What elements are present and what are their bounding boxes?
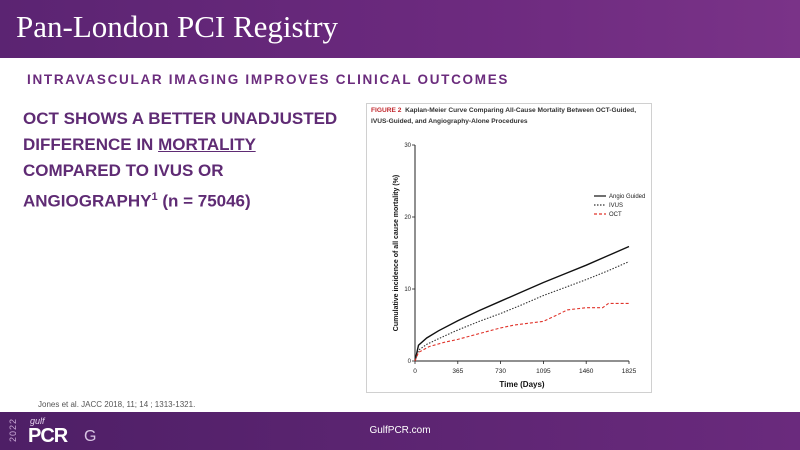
x-tick-label: 0 xyxy=(413,368,417,375)
title-banner: Pan-London PCI Registry xyxy=(0,0,800,58)
series-line-ivus xyxy=(414,261,630,362)
claim-footnote-ref: 1 xyxy=(151,191,158,203)
series-line-oct xyxy=(414,302,629,362)
logo-pcr: PCR xyxy=(28,425,68,447)
x-tick-label: 365 xyxy=(452,368,463,375)
legend-label-ivus: IVUS xyxy=(609,203,623,209)
y-tick-label: 10 xyxy=(404,287,411,293)
figure-caption: FIGURE 2 Kaplan-Meier Curve Comparing Al… xyxy=(371,105,647,127)
logo-gulf: gulf xyxy=(30,416,45,426)
series-line-angio-guided xyxy=(414,245,630,362)
claim-part-3: (n = 75046) xyxy=(157,191,251,211)
figure-frame xyxy=(366,103,652,393)
figure-label: FIGURE 2 xyxy=(371,107,402,114)
gulfpcr-logo: 2022 gulf PCR G xyxy=(8,416,118,448)
legend-label-oct: OCT xyxy=(609,212,622,218)
slide-title: Pan-London PCI Registry xyxy=(16,9,339,44)
legend-label-angio-guided: Angio Guided xyxy=(609,194,645,200)
citation: Jones et al. JACC 2018, 11; 14 ; 1313-13… xyxy=(38,400,196,409)
footer-bar: 2022 gulf PCR G GulfPCR.com xyxy=(0,412,800,450)
y-axis-label: Cumulative incidence of all cause mortal… xyxy=(393,175,400,331)
x-tick-label: 1095 xyxy=(536,368,551,375)
x-axis-label: Time (Days) xyxy=(499,380,545,389)
x-tick-label: 730 xyxy=(495,368,506,375)
y-tick-label: 0 xyxy=(408,359,412,365)
x-tick-label: 1825 xyxy=(622,368,637,375)
section-title: INTRAVASCULAR IMAGING IMPROVES CLINICAL … xyxy=(27,72,510,87)
claim-underlined: MORTALITY xyxy=(158,135,256,154)
y-tick-label: 20 xyxy=(404,215,411,221)
figure-caption-text: Kaplan-Meier Curve Comparing All-Cause M… xyxy=(371,107,637,125)
key-claim: OCT SHOWS A BETTER UNADJUSTED DIFFERENCE… xyxy=(23,106,343,215)
y-tick-label: 30 xyxy=(404,143,411,149)
x-tick-label: 1460 xyxy=(579,368,594,375)
logo-suffix: G xyxy=(84,428,97,445)
claim-part-1: OCT SHOWS A BETTER UNADJUSTED DIFFERENCE… xyxy=(23,109,338,154)
claim-part-2: COMPARED TO IVUS OR ANGIOGRAPHY xyxy=(23,161,224,211)
kaplan-meier-chart: 0 365 730 1095 1460 1825 0 10 20 30 Time (Days) Cum… xyxy=(393,143,645,389)
footer-url[interactable]: GulfPCR.com xyxy=(369,425,431,436)
